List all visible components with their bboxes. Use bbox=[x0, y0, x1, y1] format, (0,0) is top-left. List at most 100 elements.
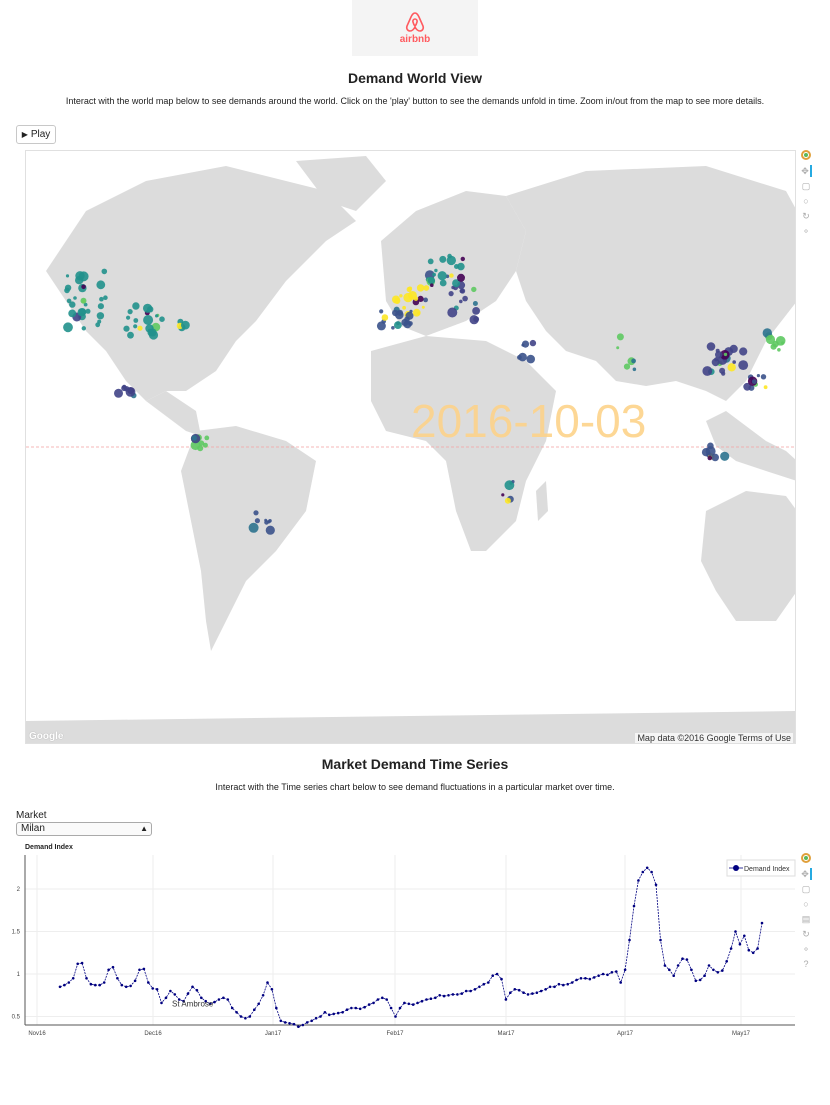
data-point[interactable] bbox=[628, 938, 631, 942]
demand-point[interactable] bbox=[81, 284, 86, 290]
demand-point[interactable] bbox=[197, 445, 204, 452]
demand-point[interactable] bbox=[155, 314, 159, 318]
data-point[interactable] bbox=[650, 870, 653, 874]
data-point[interactable] bbox=[98, 983, 101, 987]
data-point[interactable] bbox=[473, 988, 477, 991]
data-point[interactable] bbox=[575, 978, 578, 982]
data-point[interactable] bbox=[275, 1006, 278, 1010]
demand-point[interactable] bbox=[526, 354, 535, 364]
data-point[interactable] bbox=[63, 983, 66, 987]
data-point[interactable] bbox=[420, 999, 424, 1003]
demand-point[interactable] bbox=[462, 295, 468, 302]
data-point[interactable] bbox=[102, 981, 106, 984]
help-icon[interactable]: ? bbox=[803, 959, 809, 969]
data-point[interactable] bbox=[222, 996, 225, 1000]
demand-point[interactable] bbox=[529, 339, 537, 347]
data-point[interactable] bbox=[385, 998, 389, 1001]
demand-point[interactable] bbox=[127, 331, 134, 339]
data-point[interactable] bbox=[676, 964, 680, 967]
data-point[interactable] bbox=[376, 998, 380, 1001]
demand-point[interactable] bbox=[66, 298, 72, 304]
data-point[interactable] bbox=[760, 921, 764, 925]
demand-point[interactable] bbox=[181, 320, 190, 330]
demand-point[interactable] bbox=[394, 321, 402, 329]
demand-point[interactable] bbox=[406, 286, 412, 292]
data-point[interactable] bbox=[85, 977, 88, 980]
demand-point[interactable] bbox=[137, 325, 143, 331]
data-point[interactable] bbox=[111, 965, 115, 969]
data-point[interactable] bbox=[584, 977, 587, 980]
demand-point[interactable] bbox=[399, 294, 403, 298]
data-point[interactable] bbox=[94, 983, 97, 987]
data-point[interactable] bbox=[213, 1000, 216, 1004]
reset-icon[interactable]: ↻ bbox=[802, 211, 810, 221]
demand-point[interactable] bbox=[402, 305, 406, 310]
data-point[interactable] bbox=[142, 967, 146, 971]
data-point[interactable] bbox=[297, 1025, 300, 1028]
data-point[interactable] bbox=[729, 947, 733, 950]
demand-point[interactable] bbox=[439, 279, 447, 287]
data-point[interactable] bbox=[394, 1015, 397, 1018]
demand-point[interactable] bbox=[743, 382, 752, 391]
data-point[interactable] bbox=[169, 989, 172, 993]
demand-point[interactable] bbox=[254, 518, 260, 524]
data-point[interactable] bbox=[345, 1008, 349, 1011]
data-point[interactable] bbox=[160, 1001, 163, 1005]
data-point[interactable] bbox=[531, 992, 534, 995]
box-zoom-icon[interactable]: ▢ bbox=[801, 884, 811, 894]
demand-point[interactable] bbox=[501, 493, 505, 497]
data-point[interactable] bbox=[305, 1021, 309, 1024]
data-point[interactable] bbox=[601, 972, 605, 976]
demand-point[interactable] bbox=[723, 352, 728, 357]
data-point[interactable] bbox=[200, 996, 203, 1000]
data-point[interactable] bbox=[668, 968, 671, 972]
data-point[interactable] bbox=[566, 982, 569, 986]
demand-point[interactable] bbox=[403, 292, 413, 303]
demand-point[interactable] bbox=[159, 316, 165, 322]
data-point[interactable] bbox=[522, 991, 525, 994]
data-point[interactable] bbox=[513, 988, 517, 991]
demand-point[interactable] bbox=[198, 440, 205, 447]
demand-point[interactable] bbox=[763, 385, 768, 390]
data-point[interactable] bbox=[177, 998, 181, 1001]
demand-point[interactable] bbox=[447, 253, 452, 259]
data-point[interactable] bbox=[208, 1002, 212, 1006]
data-point[interactable] bbox=[438, 994, 442, 997]
demand-point[interactable] bbox=[412, 298, 420, 306]
demand-point[interactable] bbox=[68, 309, 77, 318]
demand-point[interactable] bbox=[396, 309, 403, 316]
demand-point[interactable] bbox=[202, 442, 208, 448]
demand-point[interactable] bbox=[69, 301, 76, 308]
data-point[interactable] bbox=[623, 968, 627, 972]
demand-point[interactable] bbox=[80, 297, 87, 304]
data-point[interactable] bbox=[734, 930, 737, 933]
demand-point[interactable] bbox=[147, 329, 155, 337]
demand-point[interactable] bbox=[77, 308, 86, 317]
data-point[interactable] bbox=[610, 971, 614, 974]
market-select[interactable]: Milan ▲ bbox=[16, 822, 152, 836]
data-point[interactable] bbox=[632, 904, 636, 908]
data-point[interactable] bbox=[442, 994, 446, 998]
reset-icon[interactable]: ↻ bbox=[802, 929, 810, 939]
data-point[interactable] bbox=[434, 996, 437, 1000]
data-point[interactable] bbox=[314, 1016, 318, 1020]
data-point[interactable] bbox=[588, 977, 592, 981]
demand-point[interactable] bbox=[413, 296, 419, 301]
data-point[interactable] bbox=[570, 981, 574, 984]
data-point[interactable] bbox=[606, 973, 609, 977]
demand-point[interactable] bbox=[81, 326, 86, 331]
demand-point[interactable] bbox=[459, 288, 465, 294]
data-point[interactable] bbox=[557, 982, 561, 986]
data-point[interactable] bbox=[116, 977, 119, 980]
demand-point[interactable] bbox=[756, 374, 761, 378]
pan-icon[interactable]: ✥ bbox=[800, 868, 812, 880]
world-map[interactable]: 2016-10-03 Google Map data ©2016 Google … bbox=[25, 150, 796, 744]
demand-point[interactable] bbox=[123, 325, 130, 332]
data-point[interactable] bbox=[553, 985, 556, 989]
data-point[interactable] bbox=[248, 1015, 252, 1018]
data-point[interactable] bbox=[712, 968, 715, 972]
demand-point[interactable] bbox=[447, 307, 458, 318]
data-point[interactable] bbox=[579, 977, 583, 980]
data-point[interactable] bbox=[301, 1023, 305, 1027]
data-point[interactable] bbox=[133, 979, 137, 983]
